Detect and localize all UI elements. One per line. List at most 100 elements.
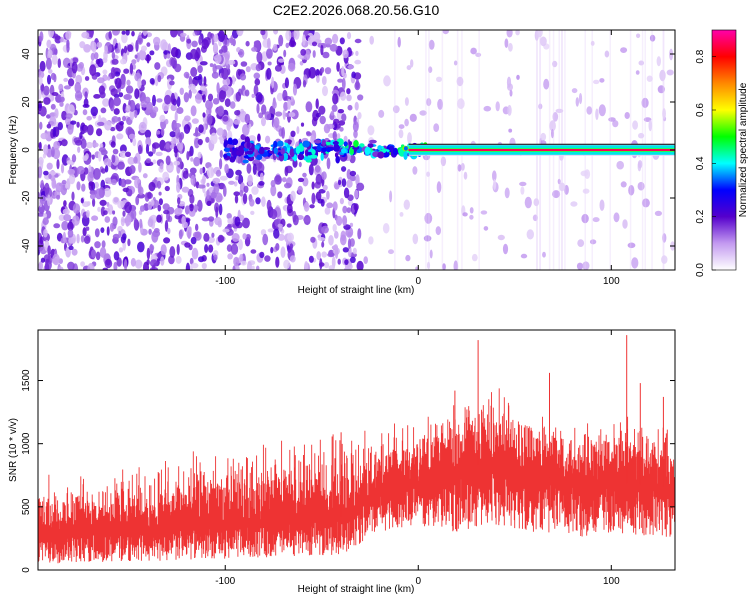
heatmap-speckle bbox=[99, 199, 107, 206]
heatmap-speckle bbox=[329, 43, 338, 52]
heatmap-speckle bbox=[162, 171, 170, 181]
heatmap-speckle bbox=[321, 251, 328, 258]
heatmap-speckle bbox=[38, 89, 42, 100]
heatmap-speckle bbox=[83, 167, 89, 175]
heatmap-speckle bbox=[219, 175, 228, 181]
heatmap-speckle bbox=[186, 38, 192, 44]
heatmap-speckle bbox=[83, 98, 89, 107]
heatmap-blob bbox=[257, 133, 261, 142]
heatmap-speckle bbox=[324, 67, 332, 75]
heatmap-speckle bbox=[206, 166, 215, 178]
heatmap-speckle bbox=[190, 48, 198, 60]
heatmap-speckle bbox=[662, 233, 667, 243]
heatmap-speckle bbox=[552, 60, 558, 68]
heatmap-speckle bbox=[470, 47, 477, 55]
heatmap-speckle bbox=[120, 58, 127, 65]
heatmap-speckle bbox=[163, 209, 170, 215]
heatmap-speckle bbox=[506, 30, 513, 38]
heatmap-speckle bbox=[320, 67, 325, 73]
heatmap-speckle bbox=[107, 159, 112, 168]
heatmap-speckle bbox=[91, 154, 95, 160]
heatmap-speckle bbox=[239, 253, 244, 262]
heatmap-speckle bbox=[286, 203, 293, 214]
heatmap-speckle bbox=[283, 259, 290, 269]
heatmap-speckle bbox=[284, 77, 289, 89]
heatmap-speckle bbox=[125, 104, 131, 112]
heatmap-speckle bbox=[255, 92, 263, 103]
heatmap-speckle bbox=[63, 85, 71, 90]
heatmap-speckle bbox=[74, 81, 82, 94]
heatmap-speckle bbox=[333, 244, 338, 250]
heatmap-speckle bbox=[280, 246, 286, 258]
heatmap-speckle bbox=[228, 180, 235, 185]
heatmap-speckle bbox=[353, 130, 358, 139]
heatmap-speckle bbox=[147, 191, 152, 199]
heatmap-speckle bbox=[221, 45, 228, 53]
heatmap-speckle bbox=[318, 189, 326, 194]
heatmap-speckle bbox=[382, 223, 390, 234]
heatmap-speckle bbox=[206, 200, 212, 206]
heatmap-speckle bbox=[176, 96, 181, 108]
heatmap-blob bbox=[289, 148, 295, 158]
heatmap-speckle bbox=[71, 248, 78, 256]
heatmap-blob bbox=[223, 147, 230, 152]
heatmap-speckle bbox=[251, 93, 256, 98]
heatmap-speckle bbox=[89, 30, 94, 38]
heatmap-speckle bbox=[270, 209, 278, 220]
heatmap-speckle bbox=[165, 143, 171, 150]
heatmap-speckle bbox=[284, 166, 289, 177]
heatmap-speckle bbox=[92, 142, 99, 148]
heatmap-speckle bbox=[322, 51, 330, 59]
heatmap-blob bbox=[280, 147, 286, 155]
heatmap-speckle bbox=[346, 179, 353, 188]
heatmap-blob bbox=[295, 146, 301, 155]
heatmap-speckle bbox=[222, 115, 229, 122]
heatmap-speckle bbox=[227, 60, 236, 65]
heatmap-speckle bbox=[169, 144, 175, 150]
heatmap-speckle bbox=[264, 111, 271, 121]
heatmap-speckle bbox=[102, 267, 109, 270]
heatmap-speckle bbox=[310, 134, 315, 145]
heatmap-speckle bbox=[67, 261, 75, 270]
heatmap-speckle bbox=[152, 159, 157, 164]
heatmap-speckle bbox=[234, 216, 241, 227]
heatmap-speckle bbox=[103, 210, 108, 216]
spectrogram-ytick-label: 20 bbox=[21, 96, 32, 108]
heatmap-speckle bbox=[649, 34, 656, 42]
heatmap-speckle bbox=[661, 255, 668, 264]
heatmap-speckle bbox=[111, 178, 117, 186]
heatmap-speckle bbox=[210, 132, 218, 145]
heatmap-speckle bbox=[227, 253, 233, 260]
heatmap-speckle bbox=[208, 102, 212, 115]
heatmap-speckle bbox=[143, 261, 149, 270]
heatmap-speckle bbox=[247, 261, 252, 270]
heatmap-speckle bbox=[137, 78, 142, 89]
heatmap-speckle bbox=[123, 45, 128, 54]
heatmap-speckle bbox=[343, 135, 348, 143]
heatmap-speckle bbox=[341, 77, 346, 90]
heatmap-speckle bbox=[552, 190, 561, 199]
heatmap-speckle bbox=[177, 140, 184, 152]
heatmap-speckle bbox=[334, 183, 340, 190]
heatmap-speckle bbox=[127, 44, 134, 52]
heatmap-speckle bbox=[234, 110, 241, 116]
heatmap-speckle bbox=[226, 122, 231, 131]
heatmap-cells bbox=[38, 30, 675, 270]
heatmap-speckle bbox=[219, 158, 223, 170]
heatmap-speckle bbox=[191, 118, 199, 124]
heatmap-speckle bbox=[193, 132, 201, 137]
heatmap-speckle bbox=[245, 66, 251, 73]
heatmap-speckle bbox=[156, 252, 164, 258]
heatmap-blob bbox=[297, 153, 305, 161]
heatmap-speckle bbox=[112, 30, 120, 36]
heatmap-speckle bbox=[152, 106, 159, 113]
heatmap-speckle bbox=[194, 30, 200, 36]
heatmap-speckle bbox=[114, 48, 120, 54]
heatmap-speckle bbox=[139, 205, 145, 212]
heatmap-speckle bbox=[339, 197, 344, 205]
heatmap-speckle bbox=[237, 174, 244, 185]
heatmap-speckle bbox=[160, 39, 168, 51]
heatmap-speckle bbox=[164, 94, 172, 105]
